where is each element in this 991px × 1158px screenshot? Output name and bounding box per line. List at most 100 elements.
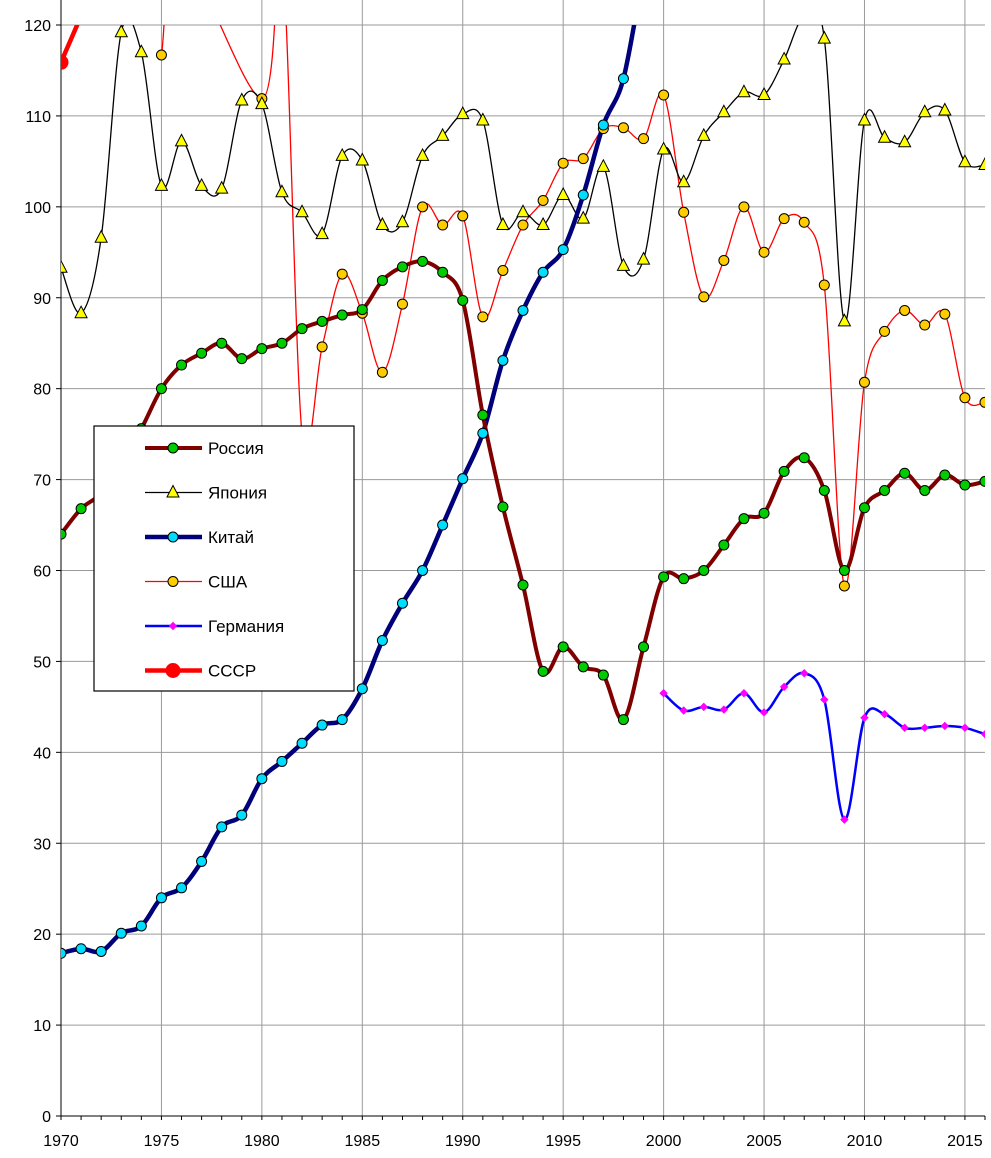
legend-label: Япония <box>208 484 267 503</box>
data-point <box>356 683 368 695</box>
x-tick-label: 2010 <box>847 1133 883 1150</box>
data-point <box>74 305 88 319</box>
data-point <box>296 323 308 335</box>
data-point <box>597 119 609 131</box>
data-point <box>616 257 631 271</box>
data-point <box>236 809 248 821</box>
data-point <box>820 695 829 704</box>
data-point <box>577 661 589 673</box>
y-tick-label: 80 <box>33 382 51 399</box>
legend-label: Китай <box>208 528 254 547</box>
data-point <box>920 723 929 732</box>
x-tick-label: 1970 <box>43 1133 79 1150</box>
data-point <box>316 315 328 327</box>
data-point <box>176 359 188 371</box>
data-point <box>858 376 870 388</box>
data-point <box>536 216 550 231</box>
legend-label: Германия <box>208 617 284 636</box>
data-point <box>838 565 850 576</box>
data-point <box>577 189 589 201</box>
data-point <box>196 347 208 359</box>
data-point <box>336 268 348 280</box>
data-point <box>417 201 429 213</box>
data-point <box>176 882 188 894</box>
data-point <box>738 201 750 213</box>
data-point <box>719 705 729 714</box>
data-point <box>315 226 329 240</box>
data-point <box>155 383 167 395</box>
data-point <box>759 708 769 717</box>
data-point <box>698 291 710 303</box>
y-tick-label: 90 <box>33 291 51 308</box>
axes <box>56 0 986 1120</box>
data-point <box>134 44 149 58</box>
data-point <box>516 204 530 218</box>
data-point <box>497 501 509 513</box>
data-point <box>537 194 549 206</box>
data-point <box>979 475 985 487</box>
data-point <box>879 325 891 337</box>
data-point <box>960 723 970 732</box>
data-point <box>800 669 809 678</box>
legend: Россия Япония Китай США Германия СССР <box>93 425 355 692</box>
data-point <box>214 180 229 194</box>
data-point <box>877 129 892 143</box>
data-point <box>154 177 169 191</box>
data-point <box>296 737 308 749</box>
data-point <box>276 337 288 349</box>
data-point <box>496 216 510 231</box>
data-point <box>656 141 671 155</box>
data-point <box>236 353 248 365</box>
data-point <box>919 319 931 331</box>
x-tick-label: 1980 <box>244 1133 280 1150</box>
data-point <box>938 102 952 116</box>
data-point <box>557 641 569 653</box>
x-tick-label: 1990 <box>445 1133 481 1150</box>
data-point <box>155 49 167 61</box>
data-point <box>818 279 830 291</box>
tick-labels: 1970 1975 1980 1985 1990 1995 2000 2005 2010 2015… <box>24 18 983 1150</box>
data-point <box>798 452 810 464</box>
data-point <box>455 106 470 120</box>
data-point <box>75 503 87 515</box>
legend-box <box>93 425 355 692</box>
data-point <box>437 219 449 231</box>
legend-marker <box>167 442 179 454</box>
data-point <box>216 821 228 833</box>
data-point <box>95 945 107 957</box>
x-tick-label: 1975 <box>144 1133 180 1150</box>
data-point <box>396 597 408 609</box>
x-tick-label: 1995 <box>545 1133 581 1150</box>
data-point <box>617 122 629 134</box>
y-tick-label: 100 <box>24 200 51 217</box>
data-point <box>919 484 931 496</box>
data-point <box>375 216 390 231</box>
data-point <box>275 184 289 198</box>
data-point <box>857 112 872 126</box>
data-point <box>837 313 852 327</box>
legend-label: Россия <box>208 439 264 458</box>
data-point <box>376 274 388 286</box>
data-point <box>417 565 429 576</box>
data-point <box>457 473 469 485</box>
y-tick-label: 70 <box>33 473 51 490</box>
data-point <box>415 147 430 161</box>
data-point <box>194 177 209 191</box>
data-point <box>435 127 450 141</box>
legend-marker <box>165 663 181 678</box>
data-point <box>114 25 129 38</box>
data-point <box>738 513 750 525</box>
x-tick-label: 1985 <box>345 1133 381 1150</box>
data-point <box>477 409 489 421</box>
data-point <box>477 311 489 323</box>
data-point <box>497 354 509 366</box>
data-point <box>718 254 730 266</box>
y-tick-label: 40 <box>33 745 51 762</box>
data-point <box>174 133 189 147</box>
data-point <box>638 133 650 145</box>
data-point <box>897 134 912 148</box>
y-tick-label: 60 <box>33 564 51 581</box>
data-point <box>678 573 690 585</box>
data-point <box>437 266 449 278</box>
data-point <box>798 216 810 228</box>
